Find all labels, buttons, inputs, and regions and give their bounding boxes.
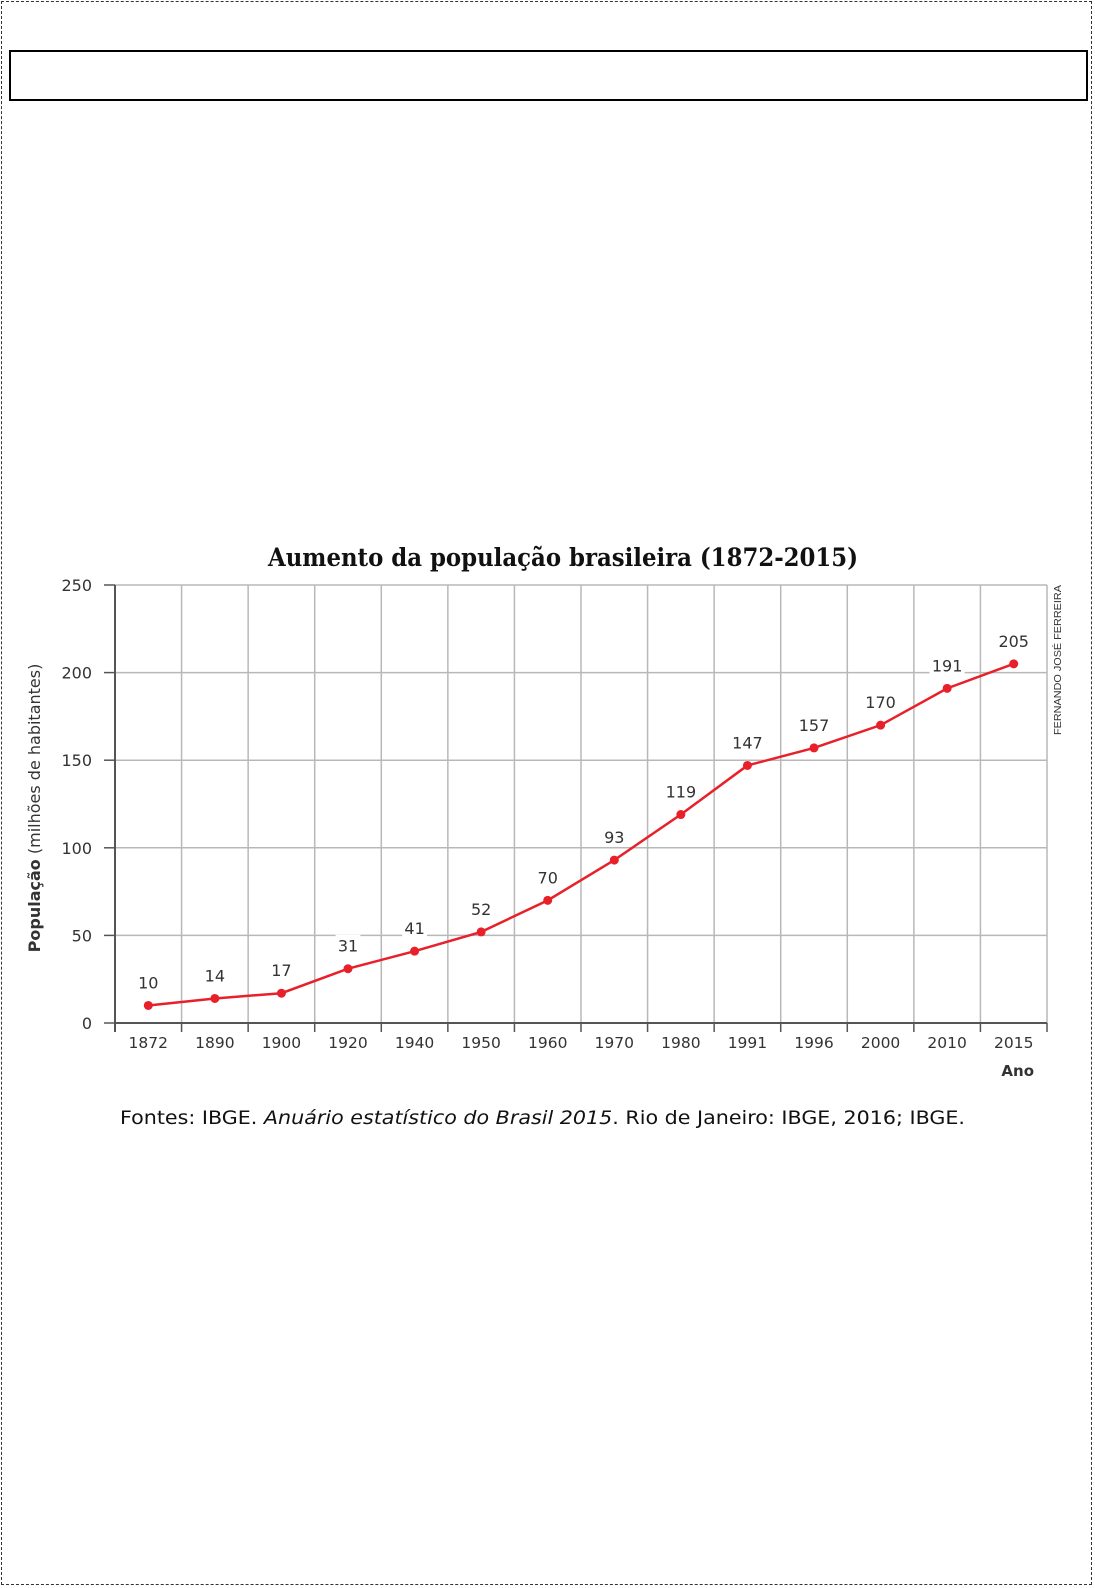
x-tick-label: 1950 [461, 1034, 500, 1052]
data-label: 170 [865, 693, 896, 712]
x-tick-label: 1970 [595, 1034, 634, 1052]
data-point [276, 988, 286, 998]
data-label-bg [601, 826, 627, 847]
data-point [476, 927, 486, 937]
data-label-bg [135, 971, 161, 992]
x-tick-label: 1920 [328, 1034, 367, 1052]
data-point [543, 895, 553, 905]
data-label: 147 [732, 733, 763, 752]
data-point [343, 964, 353, 974]
y-tick-label: 100 [61, 839, 92, 858]
source-title: Anuário estatístico do Brasil 2015 [262, 1107, 613, 1129]
x-tick-label: 1996 [794, 1034, 833, 1052]
y-tick-label: 250 [61, 576, 92, 595]
x-tick-label: 1940 [395, 1034, 434, 1052]
data-label: 205 [998, 632, 1029, 651]
x-tick-label: 1960 [528, 1034, 567, 1052]
data-label-bg [996, 629, 1032, 650]
data-label: 31 [338, 937, 358, 956]
data-label: 119 [666, 783, 697, 802]
y-axis-label-rest: (milhões de habitantes) [25, 664, 44, 860]
x-tick-label: 1980 [661, 1034, 700, 1052]
data-point [676, 810, 686, 820]
x-tick-label: 1991 [728, 1034, 767, 1052]
y-tick-label: 200 [61, 664, 92, 683]
data-label: 191 [932, 656, 963, 675]
empty-answer-box [9, 50, 1088, 101]
y-tick-label: 50 [72, 926, 92, 945]
data-label-bg [535, 866, 561, 887]
data-point [143, 1000, 153, 1010]
y-tick-label: 0 [82, 1014, 92, 1033]
data-point [942, 683, 952, 693]
series-population: 10 14 17 31 41 52 70 93 119 147 157 170 191 205 [135, 629, 1032, 1010]
data-label-bg [335, 934, 361, 955]
data-label: 70 [538, 868, 558, 887]
data-point [742, 760, 752, 770]
x-tick-label: 2000 [861, 1034, 900, 1052]
data-point [876, 720, 886, 730]
data-label-bg [202, 964, 228, 985]
data-point [809, 743, 819, 753]
data-label-bg [796, 713, 832, 734]
y-tick-label: 150 [61, 751, 92, 770]
data-label: 41 [404, 919, 424, 938]
data-point [1009, 659, 1019, 669]
data-label-bg [402, 917, 427, 938]
x-tick-label: 1872 [129, 1034, 168, 1052]
data-point [410, 946, 420, 956]
data-label: 93 [604, 828, 624, 847]
data-label-bg [729, 731, 766, 752]
data-label: 52 [471, 900, 491, 919]
data-label-bg [269, 959, 294, 980]
source-citation: Fontes: IBGE. Anuário estatístico do Bra… [120, 1107, 965, 1129]
data-label-bg [468, 897, 494, 918]
x-tick-label: 2010 [927, 1034, 966, 1052]
data-label-bg [929, 654, 965, 675]
source-prefix: Fontes: IBGE. [120, 1107, 264, 1129]
data-point [210, 993, 220, 1003]
data-label: 157 [799, 716, 830, 735]
grid [115, 584, 1048, 1023]
data-label: 17 [271, 961, 291, 980]
y-axis-label-bold: População [25, 859, 44, 952]
x-tick-label: 2015 [994, 1034, 1033, 1052]
source-suffix: . Rio de Janeiro: IBGE, 2016; IBGE. [612, 1107, 965, 1129]
x-tick-label: 1900 [262, 1034, 301, 1052]
x-tick-labels: 1872 1890 1900 1920 1940 1950 1960 1970 1980 1991… [129, 1034, 1034, 1052]
series-line [148, 662, 1015, 1007]
chart-title: Aumento da população brasileira (1872-20… [267, 543, 858, 572]
x-axis-label: Ano [1001, 1062, 1034, 1080]
data-label: 14 [205, 966, 225, 985]
y-tick-labels: 0 50 100 150 200 250 [61, 576, 92, 1033]
data-point [609, 855, 619, 865]
data-label: 10 [138, 973, 158, 992]
y-axis-label: População (milhões de habitantes) [25, 664, 44, 953]
axes [104, 584, 1048, 1032]
data-label-bg [663, 780, 699, 801]
x-tick-label: 1890 [195, 1034, 234, 1052]
data-label-bg [862, 691, 899, 712]
image-credit: FERNANDO JOSÉ FERREIRA [1051, 585, 1064, 735]
